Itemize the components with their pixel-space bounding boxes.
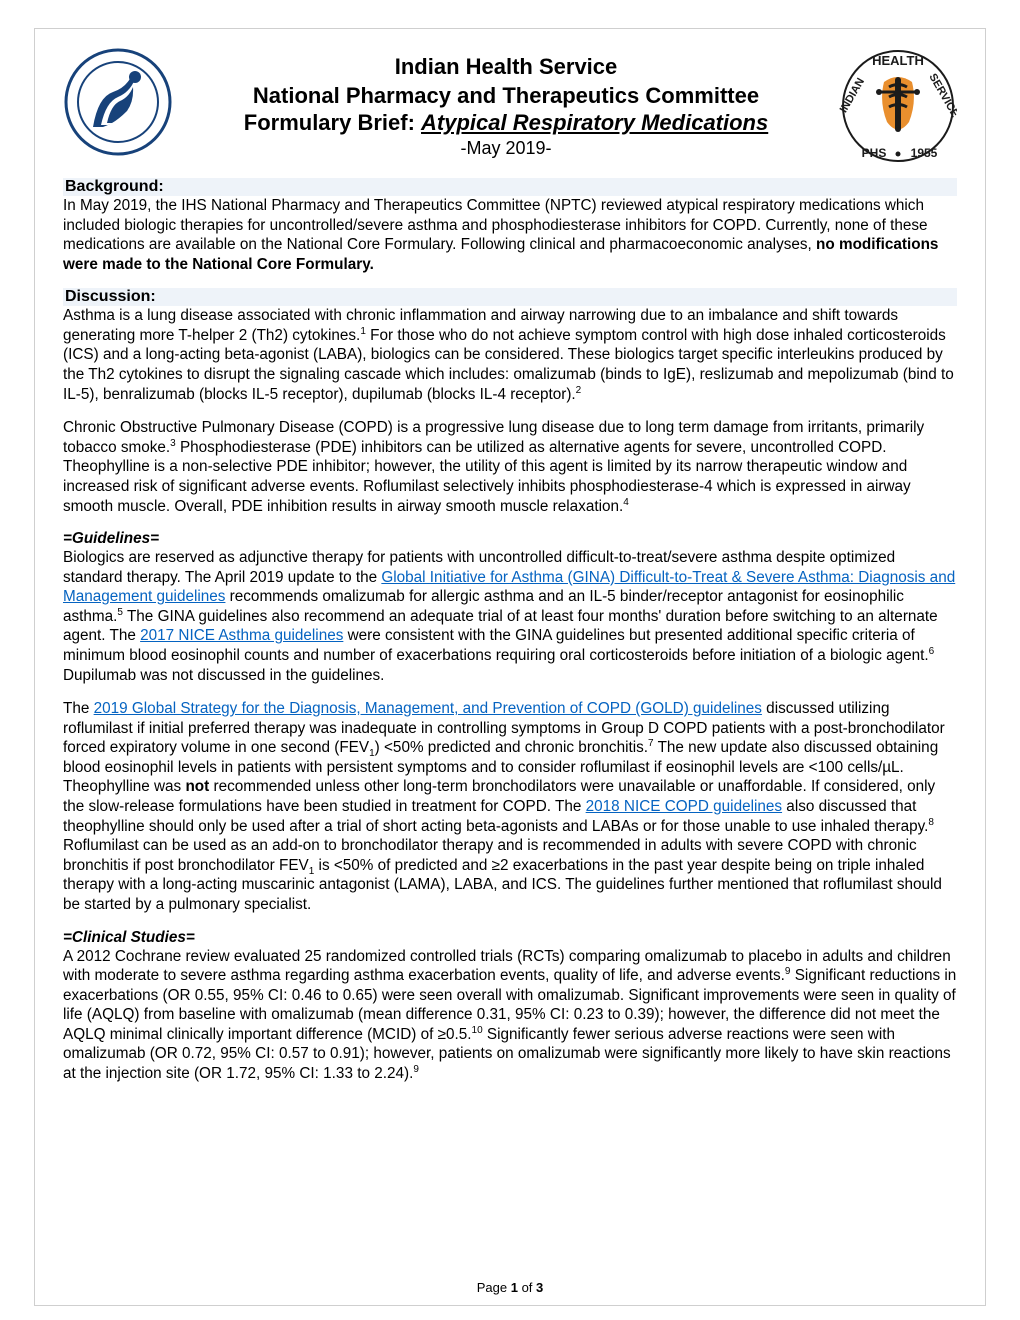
discussion-heading: Discussion: bbox=[63, 288, 957, 306]
org-name: Indian Health Service bbox=[189, 53, 823, 82]
citation: 6 bbox=[929, 646, 935, 657]
background-heading: Background: bbox=[63, 178, 957, 196]
text: The bbox=[63, 700, 94, 717]
discussion-p1: Asthma is a lung disease associated with… bbox=[63, 306, 957, 404]
citation: 10 bbox=[472, 1025, 483, 1036]
nice-asthma-link[interactable]: 2017 NICE Asthma guidelines bbox=[140, 627, 343, 644]
guidelines-heading: =Guidelines= bbox=[63, 530, 957, 548]
title-block: Indian Health Service National Pharmacy … bbox=[189, 47, 823, 159]
brief-title: Atypical Respiratory Medications bbox=[421, 110, 768, 135]
svg-text:1955: 1955 bbox=[911, 146, 938, 160]
text-bold: not bbox=[185, 778, 209, 795]
guidelines-p2: The 2019 Global Strategy for the Diagnos… bbox=[63, 699, 957, 914]
text: Phosphodiesterase (PDE) inhibitors can b… bbox=[63, 439, 911, 515]
background-paragraph: In May 2019, the IHS National Pharmacy a… bbox=[63, 196, 957, 274]
citation: 4 bbox=[623, 496, 629, 507]
brief-title-line: Formulary Brief: Atypical Respiratory Me… bbox=[189, 110, 823, 136]
citation: 8 bbox=[928, 817, 934, 828]
citation: 2 bbox=[576, 385, 582, 396]
citation: 9 bbox=[413, 1064, 419, 1075]
nice-copd-link[interactable]: 2018 NICE COPD guidelines bbox=[586, 798, 782, 815]
footer-total: 3 bbox=[536, 1280, 543, 1295]
brief-prefix: Formulary Brief: bbox=[244, 110, 421, 135]
page: Indian Health Service National Pharmacy … bbox=[0, 0, 1020, 1320]
committee-name: National Pharmacy and Therapeutics Commi… bbox=[189, 82, 823, 111]
page-footer: Page 1 of 3 bbox=[35, 1280, 985, 1295]
footer-mid: of bbox=[518, 1280, 536, 1295]
guidelines-p1: Biologics are reserved as adjunctive the… bbox=[63, 548, 957, 685]
clinical-heading: =Clinical Studies= bbox=[63, 929, 957, 947]
text: In May 2019, the IHS National Pharmacy a… bbox=[63, 197, 927, 253]
svg-text:HEALTH: HEALTH bbox=[872, 53, 924, 68]
page-inner: Indian Health Service National Pharmacy … bbox=[34, 28, 986, 1306]
text: Dupilumab was not discussed in the guide… bbox=[63, 667, 384, 684]
ihs-logo: HEALTH INDIAN SERVICE PHS 1955 bbox=[839, 47, 957, 170]
footer-prefix: Page bbox=[477, 1280, 511, 1295]
header: Indian Health Service National Pharmacy … bbox=[63, 47, 957, 170]
gold-link[interactable]: 2019 Global Strategy for the Diagnosis, … bbox=[94, 700, 762, 717]
text: ) <50% predicted and chronic bronchitis. bbox=[375, 739, 648, 756]
discussion-p2: Chronic Obstructive Pulmonary Disease (C… bbox=[63, 418, 957, 516]
brief-date: -May 2019- bbox=[189, 138, 823, 159]
footer-current: 1 bbox=[511, 1280, 518, 1295]
clinical-p1: A 2012 Cochrane review evaluated 25 rand… bbox=[63, 947, 957, 1084]
hhs-logo bbox=[63, 47, 173, 162]
svg-text:PHS: PHS bbox=[862, 146, 887, 160]
